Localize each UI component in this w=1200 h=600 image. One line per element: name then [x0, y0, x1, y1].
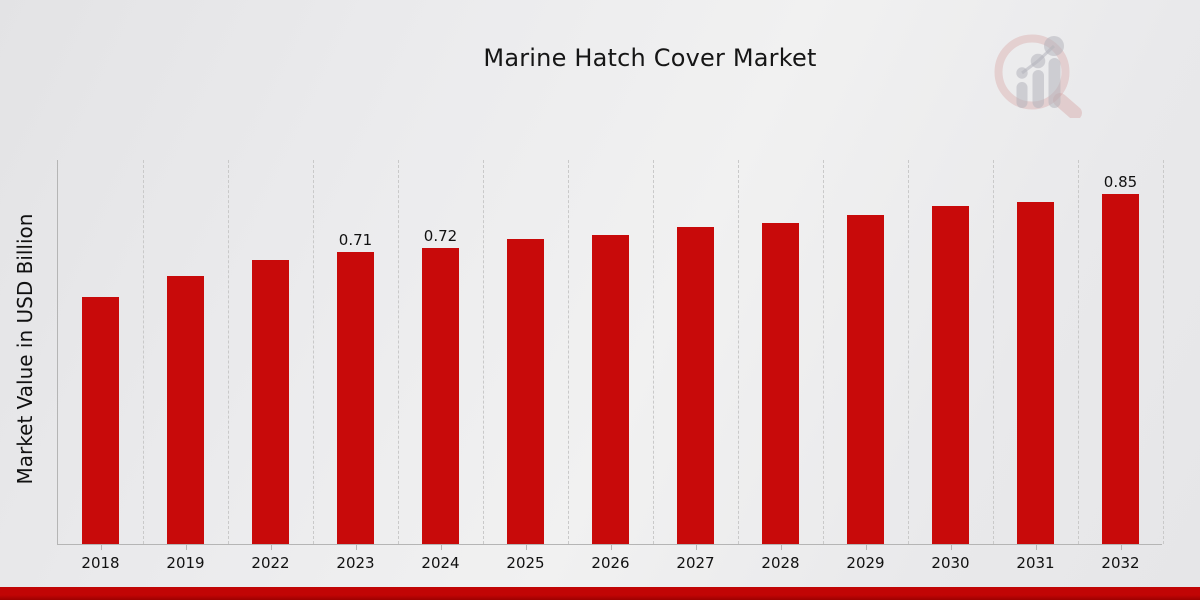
x-axis-tick: [100, 545, 102, 550]
x-tick-label-2030: 2030: [931, 554, 970, 572]
gridline: [313, 160, 314, 544]
gridline: [143, 160, 144, 544]
bar-2027: [677, 227, 714, 544]
x-axis-tick: [950, 545, 952, 550]
bar-value-label-2024: 0.72: [423, 227, 458, 245]
gridline: [823, 160, 824, 544]
plot-area: 2018 2019 2022 0.71 2023 0.72 2024 2025 2026 2027…: [57, 160, 1164, 572]
gridline: [993, 160, 994, 544]
x-axis-tick: [1120, 545, 1122, 550]
bar-2024: [422, 248, 459, 544]
bar-2030: [932, 206, 969, 544]
x-axis-tick: [355, 545, 357, 550]
bar-2018: [82, 297, 119, 544]
gridline: [398, 160, 399, 544]
x-tick-label-2025: 2025: [506, 554, 545, 572]
y-axis-label: Market Value in USD Billion: [13, 213, 37, 485]
gridline: [653, 160, 654, 544]
x-axis-tick: [270, 545, 272, 550]
gridline: [738, 160, 739, 544]
bar-2025: [507, 239, 544, 544]
x-tick-label-2032: 2032: [1101, 554, 1140, 572]
footer-stripe: [0, 587, 1200, 600]
x-tick-label-2019: 2019: [166, 554, 205, 572]
x-tick-label-2027: 2027: [676, 554, 715, 572]
bar-value-label-2032: 0.85: [1103, 173, 1138, 191]
bar-2031: [1017, 202, 1054, 544]
bar-2022: [252, 260, 289, 544]
bar-2019: [167, 276, 204, 544]
bar-value-label-2023: 0.71: [338, 231, 373, 249]
magnifier-bar-chart-icon: [994, 34, 1082, 120]
x-tick-label-2031: 2031: [1016, 554, 1055, 572]
gridline: [483, 160, 484, 544]
x-tick-label-2018: 2018: [81, 554, 120, 572]
x-axis-tick: [440, 545, 442, 550]
x-tick-label-2024: 2024: [421, 554, 460, 572]
x-tick-label-2023: 2023: [336, 554, 375, 572]
gridline: [568, 160, 569, 544]
bar-2023: [337, 252, 374, 544]
bar-2028: [762, 223, 799, 544]
bar-2032: [1102, 194, 1139, 544]
chart-title: Marine Hatch Cover Market: [483, 44, 817, 72]
gridline: [1078, 160, 1079, 544]
x-axis-tick: [525, 545, 527, 550]
gridline: [908, 160, 909, 544]
x-axis-tick: [780, 545, 782, 550]
x-axis-tick: [695, 545, 697, 550]
bar-2026: [592, 235, 629, 544]
x-tick-label-2029: 2029: [846, 554, 885, 572]
x-axis-tick: [1035, 545, 1037, 550]
gridline: [228, 160, 229, 544]
x-axis-tick: [865, 545, 867, 550]
x-axis-tick: [610, 545, 612, 550]
market-research-future-watermark: [992, 26, 1092, 120]
x-tick-label-2028: 2028: [761, 554, 800, 572]
x-tick-label-2026: 2026: [591, 554, 630, 572]
bar-2029: [847, 215, 884, 544]
x-tick-label-2022: 2022: [251, 554, 290, 572]
x-axis-tick: [185, 545, 187, 550]
gridline: [1163, 160, 1164, 544]
